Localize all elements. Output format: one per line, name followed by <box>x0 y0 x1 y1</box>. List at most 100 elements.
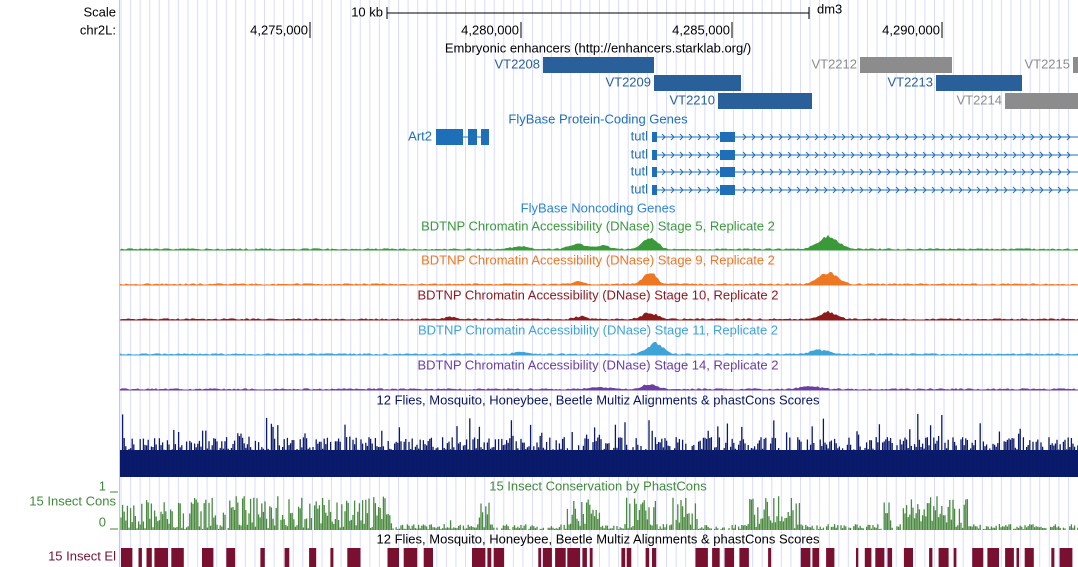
element <box>1005 548 1014 567</box>
track-title: 15 Insect Conservation by PhastCons <box>489 478 707 493</box>
enhancer-label: VT2215 <box>1024 56 1070 71</box>
enhancer-label: VT2209 <box>605 74 651 89</box>
strand-arrows <box>661 133 1071 141</box>
exon <box>720 185 735 195</box>
element <box>589 548 593 567</box>
element <box>929 548 933 567</box>
ruler-label: 4,290,000 <box>882 22 940 37</box>
enhancer-box <box>936 75 1022 91</box>
chrom-label: chr2L: <box>80 22 116 37</box>
element <box>903 548 913 567</box>
track-title: 12 Flies, Mosquito, Honeybee, Beetle Mul… <box>377 392 820 407</box>
element <box>487 548 492 567</box>
element <box>202 548 214 567</box>
element <box>138 548 142 567</box>
element <box>626 548 632 567</box>
enhancer-box <box>1005 93 1078 109</box>
element <box>1051 548 1055 567</box>
enhancer-label: VT2212 <box>811 56 857 71</box>
ruler-label: 4,280,000 <box>461 22 519 37</box>
element <box>493 548 505 567</box>
element <box>284 548 290 567</box>
element <box>652 548 657 567</box>
element <box>812 548 820 567</box>
enhancer-box <box>654 75 741 91</box>
element <box>309 548 317 567</box>
exon <box>481 129 489 145</box>
enhancer-box <box>1073 57 1078 73</box>
element <box>555 548 566 567</box>
track-title: 12 Flies, Mosquito, Honeybee, Beetle Mul… <box>377 531 820 546</box>
exon <box>652 167 657 177</box>
element <box>645 548 650 567</box>
element <box>695 548 708 567</box>
exon <box>652 132 657 142</box>
element <box>1024 548 1034 567</box>
scale-size: 10 kb <box>351 4 383 19</box>
element <box>538 548 542 567</box>
assembly: dm3 <box>817 1 842 16</box>
element <box>146 548 152 567</box>
enhancer-label: VT2214 <box>956 92 1002 107</box>
element <box>800 548 811 567</box>
element <box>739 548 749 567</box>
enhancer-box <box>543 57 654 73</box>
track-title: FlyBase Protein-Coding Genes <box>508 111 688 126</box>
exon <box>720 150 735 160</box>
side-label: 15 Insect Cons <box>29 493 116 508</box>
gene-label: tutl <box>631 128 648 143</box>
element <box>972 548 984 567</box>
exon <box>720 132 735 142</box>
side-label: 15 Insect El <box>48 548 116 563</box>
gene-label: tutl <box>631 146 648 161</box>
track-title: BDTNP Chromatin Accessibility (DNase) St… <box>417 287 778 302</box>
element <box>938 548 949 567</box>
gene-label: Art2 <box>408 128 432 143</box>
gene-label: tutl <box>631 181 648 196</box>
element <box>347 548 361 567</box>
element <box>887 548 893 567</box>
exon <box>652 150 657 160</box>
exon <box>468 129 477 145</box>
element <box>567 548 580 567</box>
track-title: BDTNP Chromatin Accessibility (DNase) St… <box>421 218 775 233</box>
element <box>171 548 184 567</box>
enhancer-box <box>718 93 812 109</box>
element <box>582 548 587 567</box>
track-title: Embryonic enhancers (http://enhancers.st… <box>445 40 751 55</box>
element <box>1059 548 1073 567</box>
element <box>154 548 168 567</box>
element <box>712 548 720 567</box>
signal <box>119 384 1078 391</box>
element <box>472 548 486 567</box>
ruler-label: 4,285,000 <box>672 22 730 37</box>
enhancer-box <box>860 57 952 73</box>
element <box>724 548 735 567</box>
element <box>768 548 772 567</box>
track-title: FlyBase Noncoding Genes <box>521 200 676 215</box>
side-max: 1 <box>99 478 106 493</box>
track-title: BDTNP Chromatin Accessibility (DNase) St… <box>417 357 778 372</box>
element <box>260 548 265 567</box>
element <box>330 548 334 567</box>
enhancer-label: VT2208 <box>494 56 540 71</box>
strand-arrows <box>661 186 1071 194</box>
element <box>542 548 552 567</box>
signal <box>119 341 1078 356</box>
exon <box>652 185 657 195</box>
element <box>621 548 626 567</box>
track-title: BDTNP Chromatin Accessibility (DNase) St… <box>418 322 778 337</box>
element <box>121 548 133 567</box>
element <box>953 548 957 567</box>
element <box>1016 548 1020 567</box>
element <box>856 548 859 567</box>
strand-arrows <box>661 168 1071 176</box>
enhancer-label: VT2210 <box>669 92 715 107</box>
multiz-signal <box>120 413 1078 477</box>
conservation-signal <box>120 496 1078 530</box>
exon <box>436 129 463 145</box>
ruler-label: 4,275,000 <box>250 22 308 37</box>
gene-label: tutl <box>631 163 648 178</box>
side-min: 0 <box>99 514 106 529</box>
